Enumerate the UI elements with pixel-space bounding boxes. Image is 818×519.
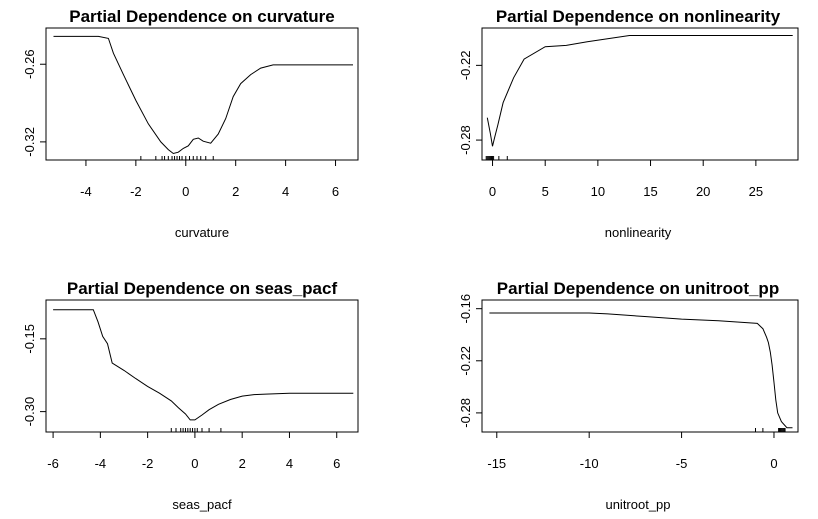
x-tick-label: 20	[696, 184, 710, 199]
y-tick-label: -0.26	[22, 49, 37, 79]
y-tick-label: -0.28	[458, 398, 473, 428]
x-tick-label: 2	[232, 184, 239, 199]
y-axis: -0.22 -0.28	[458, 51, 482, 155]
x-tick-label: 25	[749, 184, 763, 199]
x-axis: 0 5 10 15 20 25	[489, 159, 763, 199]
panel-curvature: Partial Dependence on curvature -4 -2 0 2 4 6…	[22, 7, 359, 240]
panel-unitroot-pp: Partial Dependence on unitroot_pp -15 -10…	[458, 279, 799, 512]
y-tick-label: -0.22	[458, 346, 473, 376]
y-tick-label: -0.15	[22, 324, 37, 354]
partial-dependence-line	[53, 35, 353, 155]
x-tick-label: -5	[676, 456, 688, 471]
x-tick-label: -15	[487, 456, 506, 471]
x-tick-label: 0	[182, 184, 189, 199]
y-tick-label: -0.28	[458, 125, 473, 155]
rug-marks	[754, 428, 786, 432]
panel-seas-pacf: Partial Dependence on seas_pacf -6 -4 -2 0 2…	[22, 279, 359, 512]
y-axis: -0.16 -0.22 -0.28	[458, 294, 482, 428]
plot-frame	[481, 27, 799, 161]
partial-dependence-line	[53, 309, 354, 421]
y-tick-label: -0.30	[22, 397, 37, 427]
partial-dependence-line	[489, 312, 793, 429]
x-tick-label: 2	[239, 456, 246, 471]
x-axis-title: curvature	[175, 225, 229, 240]
x-tick-label: 6	[333, 456, 340, 471]
panel-title: Partial Dependence on seas_pacf	[67, 279, 338, 298]
x-tick-label: 6	[332, 184, 339, 199]
x-axis-title: nonlinearity	[605, 225, 672, 240]
x-tick-label: 4	[286, 456, 293, 471]
y-axis: -0.26 -0.32	[22, 49, 46, 157]
panel-nonlinearity: Partial Dependence on nonlinearity 0 5 10 1…	[458, 7, 799, 240]
rug-marks	[170, 428, 222, 432]
panel-title: Partial Dependence on unitroot_pp	[497, 279, 779, 298]
partial-dependence-line	[486, 35, 793, 147]
y-tick-label: -0.22	[458, 51, 473, 81]
x-tick-label: -2	[130, 184, 142, 199]
plot-frame	[45, 299, 359, 433]
y-tick-label: -0.32	[22, 127, 37, 157]
x-tick-label: 0	[770, 456, 777, 471]
x-tick-label: 10	[591, 184, 605, 199]
x-tick-label: 0	[489, 184, 496, 199]
y-axis: -0.15 -0.30	[22, 324, 46, 426]
x-tick-label: -4	[80, 184, 92, 199]
x-tick-label: 5	[542, 184, 549, 199]
plot-frame	[481, 299, 799, 433]
rug-marks	[485, 156, 508, 160]
x-tick-label: -4	[95, 456, 107, 471]
x-tick-label: 15	[643, 184, 657, 199]
x-tick-label: 0	[191, 456, 198, 471]
x-tick-label: -6	[47, 456, 59, 471]
y-tick-label: -0.16	[458, 294, 473, 324]
x-tick-label: -2	[142, 456, 154, 471]
x-axis-title: seas_pacf	[172, 497, 232, 512]
x-tick-label: -10	[580, 456, 599, 471]
x-axis: -15 -10 -5 0	[487, 431, 778, 471]
x-axis-title: unitroot_pp	[605, 497, 670, 512]
x-tick-label: 4	[282, 184, 289, 199]
panel-title: Partial Dependence on curvature	[69, 7, 334, 26]
x-axis: -6 -4 -2 0 2 4 6	[47, 431, 340, 471]
x-axis: -4 -2 0 2 4 6	[80, 159, 339, 199]
panel-title: Partial Dependence on nonlinearity	[496, 7, 781, 26]
rug-marks	[140, 156, 214, 160]
